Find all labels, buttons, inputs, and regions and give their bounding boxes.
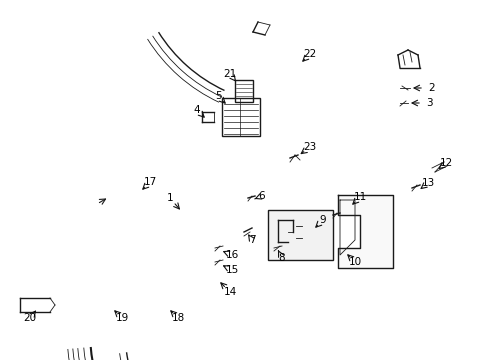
Text: 10: 10 (348, 257, 361, 267)
Polygon shape (337, 195, 392, 268)
Text: 5: 5 (214, 91, 221, 101)
Text: 13: 13 (421, 178, 434, 188)
Text: 6: 6 (258, 191, 265, 201)
Text: 17: 17 (143, 177, 156, 187)
Text: 21: 21 (223, 69, 236, 79)
Bar (235, 80, 252, 102)
Text: 3: 3 (425, 98, 432, 108)
Text: 14: 14 (223, 287, 236, 297)
Text: 20: 20 (23, 313, 37, 323)
Text: 8: 8 (278, 253, 285, 263)
Text: 12: 12 (439, 158, 452, 168)
Bar (222, 98, 260, 136)
Text: 11: 11 (353, 192, 366, 202)
Text: 23: 23 (303, 142, 316, 152)
Text: 19: 19 (115, 313, 128, 323)
Text: 4: 4 (193, 105, 200, 115)
Text: 9: 9 (319, 215, 325, 225)
Text: 16: 16 (225, 250, 238, 260)
Text: 7: 7 (248, 235, 255, 245)
Bar (267, 210, 332, 260)
Text: 22: 22 (303, 49, 316, 59)
Text: 18: 18 (171, 313, 184, 323)
Text: 2: 2 (427, 83, 434, 93)
Text: 1: 1 (166, 193, 173, 203)
Text: 15: 15 (225, 265, 238, 275)
